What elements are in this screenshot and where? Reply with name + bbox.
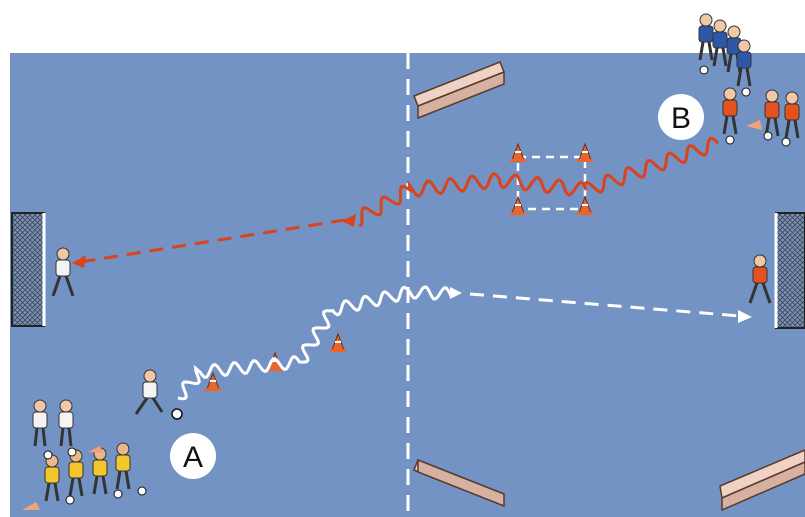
ball-icon [171,408,183,420]
barrier-icon [413,458,505,508]
goal-right-icon [774,212,805,329]
dribbling-player-icon [134,369,164,415]
group-a-players [22,399,147,510]
cone-icon [510,142,526,162]
cone-icon [577,142,593,162]
arrowhead-orange [72,255,86,268]
goalkeeper-left-player-icon [51,247,75,297]
cone-icon [577,195,593,215]
arrowhead-orange [342,214,356,227]
marker-a: A [170,433,216,479]
goalkeeper-right-player-icon [748,254,772,304]
barrier-icon [413,61,505,120]
cone-icon [205,371,221,391]
marker-b: B [658,94,704,140]
dribble-path-white [177,285,454,401]
group-b-players [698,13,800,147]
barrier-icon [719,449,805,512]
cone-icon [330,332,346,352]
dribble-path-orange [358,136,720,228]
marker-a-label: A [183,441,203,474]
cone-icon [510,195,526,215]
goal-left-icon [11,212,46,327]
gate-square [516,155,587,211]
marker-b-label: B [671,102,691,135]
arrowhead-white [450,287,462,299]
arrowhead-white [738,310,752,323]
